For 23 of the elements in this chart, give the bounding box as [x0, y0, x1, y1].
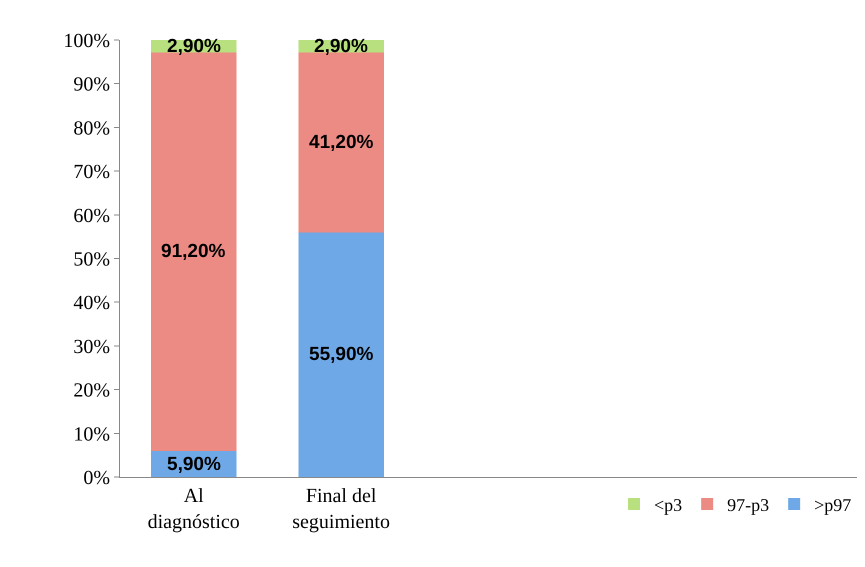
- x-tick-label: Final del seguimiento: [292, 485, 390, 533]
- y-tick-label: 100%: [63, 30, 110, 52]
- y-tick-label: 80%: [73, 117, 110, 140]
- y-tick-label: 70%: [73, 161, 110, 184]
- y-tick-label: 90%: [73, 74, 110, 96]
- bar: [298, 232, 384, 477]
- y-tick-label: 20%: [73, 380, 110, 402]
- y-tick-label: 40%: [73, 292, 110, 314]
- data-label: 5,90%: [167, 454, 221, 475]
- data-label: 2,90%: [167, 36, 221, 57]
- data-label: 2,90%: [314, 36, 368, 57]
- data-label: 41,20%: [309, 132, 374, 153]
- x-tick-label: Al diagnóstico: [148, 485, 240, 533]
- y-tick-label: 30%: [73, 336, 110, 358]
- legend-label: >p97: [814, 494, 852, 515]
- legend-label: <p3: [654, 494, 682, 515]
- legend-label: 97-p3: [727, 494, 770, 515]
- y-tick-label: 10%: [73, 423, 110, 446]
- data-label: 91,20%: [161, 241, 226, 262]
- data-label: 55,90%: [309, 344, 374, 365]
- y-tick-label: 60%: [73, 204, 110, 227]
- y-tick-label: 50%: [73, 248, 110, 270]
- y-tick-label: 0%: [83, 467, 110, 489]
